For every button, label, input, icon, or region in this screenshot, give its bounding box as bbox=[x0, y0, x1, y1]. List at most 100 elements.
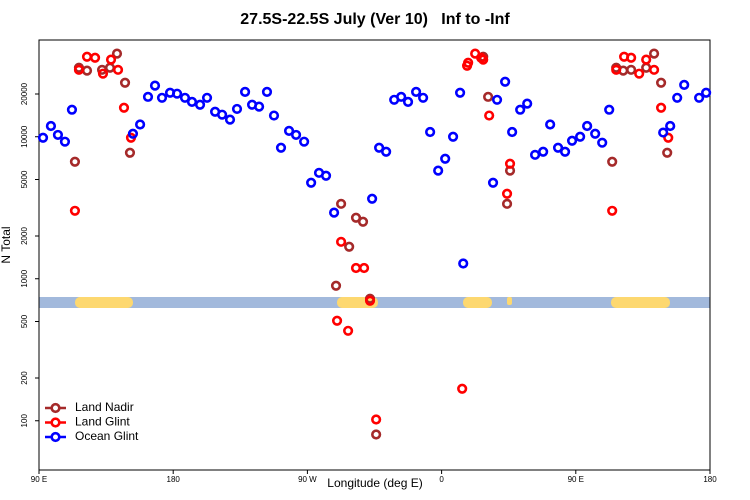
point bbox=[328, 207, 340, 218]
point bbox=[483, 91, 494, 102]
point bbox=[655, 77, 667, 88]
point bbox=[134, 119, 146, 130]
point bbox=[344, 241, 355, 252]
point bbox=[201, 92, 213, 103]
point bbox=[381, 146, 392, 157]
point bbox=[350, 212, 362, 223]
point bbox=[575, 131, 586, 142]
point bbox=[119, 77, 131, 88]
point bbox=[663, 132, 674, 143]
point bbox=[112, 64, 124, 75]
point bbox=[665, 120, 676, 132]
point bbox=[331, 315, 343, 326]
legend-marker bbox=[50, 402, 61, 414]
point bbox=[447, 131, 459, 142]
point bbox=[335, 198, 347, 209]
legend-label: Land Glint bbox=[75, 415, 130, 429]
point bbox=[507, 126, 518, 138]
point bbox=[118, 102, 130, 113]
point bbox=[105, 54, 117, 65]
point bbox=[655, 102, 667, 113]
point bbox=[701, 87, 712, 98]
point bbox=[418, 92, 429, 103]
point bbox=[552, 142, 564, 153]
legend-label: Ocean Glint bbox=[75, 429, 139, 443]
y-tick-label: 20000 bbox=[20, 82, 29, 105]
point bbox=[478, 54, 489, 65]
point bbox=[69, 205, 81, 216]
x-tick-label: 0 bbox=[439, 475, 444, 484]
point bbox=[357, 216, 369, 227]
x-axis-label: Longitude (deg E) bbox=[327, 476, 422, 490]
point bbox=[306, 177, 317, 188]
point bbox=[491, 94, 503, 105]
point bbox=[566, 135, 578, 146]
point bbox=[224, 114, 236, 125]
y-tick-label: 500 bbox=[20, 314, 29, 328]
point bbox=[127, 128, 139, 139]
point bbox=[648, 48, 660, 59]
point bbox=[458, 258, 469, 269]
plot-frame bbox=[38, 39, 711, 471]
point bbox=[186, 96, 198, 107]
legend-marker bbox=[50, 431, 61, 443]
point bbox=[364, 295, 376, 306]
point bbox=[299, 136, 310, 147]
point bbox=[402, 96, 414, 107]
point bbox=[371, 414, 382, 425]
point bbox=[538, 146, 549, 157]
point bbox=[268, 110, 280, 121]
point bbox=[607, 205, 618, 216]
point bbox=[611, 64, 622, 75]
point bbox=[52, 129, 64, 141]
point bbox=[597, 137, 608, 148]
point bbox=[358, 262, 370, 274]
point bbox=[290, 129, 302, 141]
legend-marker bbox=[50, 417, 61, 428]
point bbox=[529, 149, 541, 160]
point bbox=[500, 76, 511, 87]
point bbox=[171, 88, 183, 99]
land bbox=[75, 297, 133, 308]
point bbox=[484, 110, 495, 121]
point bbox=[672, 92, 683, 103]
point bbox=[371, 429, 382, 440]
x-tick-label: 180 bbox=[703, 475, 717, 484]
point bbox=[374, 142, 385, 153]
point bbox=[501, 198, 513, 209]
x-tick-label: 90 E bbox=[31, 475, 47, 484]
point bbox=[590, 128, 601, 139]
point bbox=[501, 188, 513, 199]
point bbox=[111, 48, 123, 59]
point bbox=[66, 104, 78, 115]
point bbox=[149, 80, 161, 91]
point bbox=[604, 104, 615, 115]
point bbox=[253, 101, 265, 112]
y-tick-label: 200 bbox=[20, 371, 29, 385]
x-tick-label: 90 E bbox=[568, 475, 584, 484]
point bbox=[367, 193, 378, 204]
point bbox=[607, 156, 618, 167]
y-tick-label: 100 bbox=[20, 414, 29, 428]
point bbox=[425, 126, 436, 138]
point bbox=[194, 99, 206, 110]
point bbox=[545, 119, 556, 130]
chart-title: 27.5S-22.5S July (Ver 10) Inf to -Inf bbox=[240, 11, 510, 28]
point bbox=[59, 136, 71, 147]
x-tick-label: 90 W bbox=[298, 475, 317, 484]
point bbox=[641, 54, 652, 65]
y-tick-label: 5000 bbox=[20, 170, 29, 188]
point bbox=[275, 142, 287, 153]
point bbox=[330, 280, 342, 291]
point bbox=[648, 64, 660, 75]
point bbox=[662, 147, 673, 158]
point bbox=[217, 109, 228, 120]
point bbox=[156, 92, 168, 103]
point bbox=[463, 57, 474, 68]
point bbox=[440, 153, 451, 164]
point bbox=[231, 103, 243, 115]
point bbox=[626, 52, 637, 63]
y-axis-label: N Total bbox=[0, 226, 13, 263]
point bbox=[335, 236, 347, 247]
